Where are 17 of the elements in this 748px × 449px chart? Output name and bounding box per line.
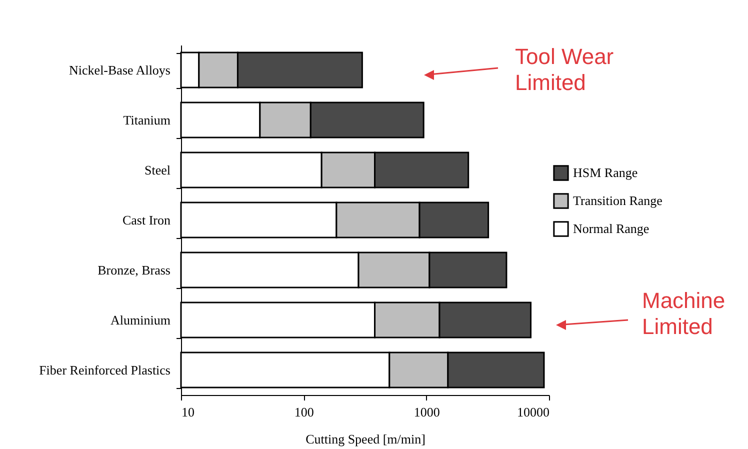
x-tick-label: 10 bbox=[182, 404, 194, 420]
x-tick-label: 10000 bbox=[517, 404, 550, 420]
legend-label: Normal Range bbox=[573, 221, 650, 236]
y-tick-label: Steel bbox=[144, 162, 171, 178]
text: Machine Limited bbox=[642, 288, 726, 340]
y-tick-label: Titanium bbox=[123, 112, 170, 128]
x-tick-label: 1000 bbox=[414, 404, 440, 420]
y-tick-label: Fiber Reinforced Plastics bbox=[39, 362, 170, 378]
x-tick-label: 100 bbox=[294, 404, 314, 420]
y-tick-label: Aluminium bbox=[110, 312, 170, 328]
y-tick-label: Bronze, Brass bbox=[98, 262, 170, 278]
y-tick-label: Nickel-Base Alloys bbox=[69, 62, 170, 78]
y-tick-label: Cast Iron bbox=[122, 212, 171, 228]
legend-label: HSM Range bbox=[573, 165, 638, 180]
x-axis-title: Cutting Speed [m/min] bbox=[306, 432, 426, 446]
legend-label: Transition Range bbox=[573, 193, 663, 208]
annotation: Tool Wear Limited bbox=[515, 44, 615, 96]
